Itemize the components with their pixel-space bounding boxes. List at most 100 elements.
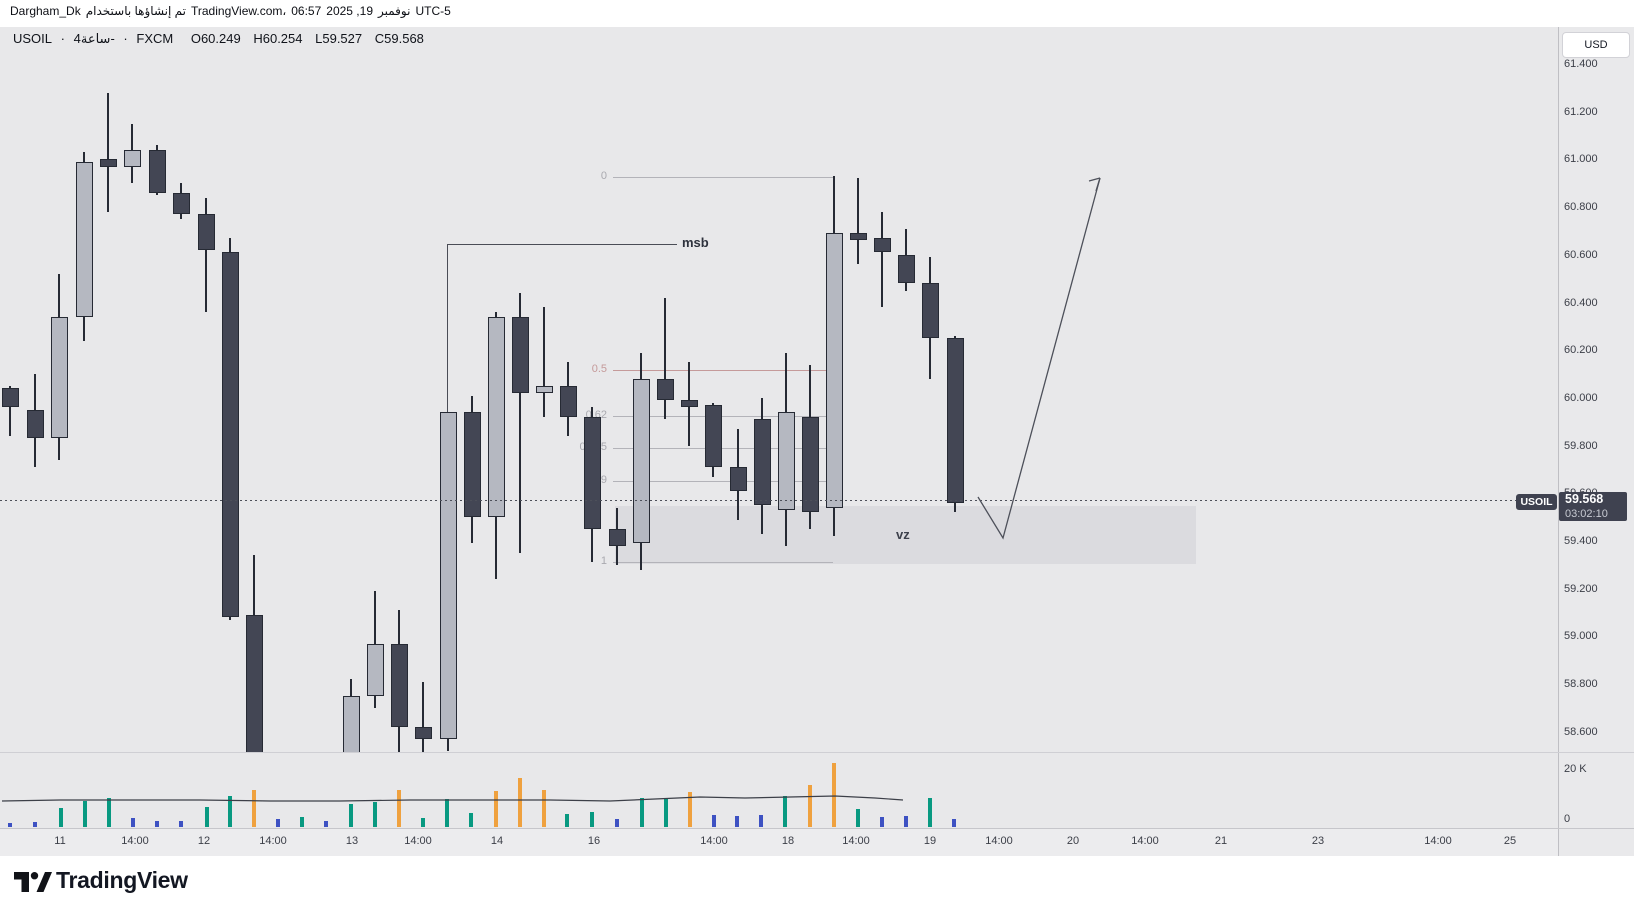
price-axis-label: 59.200 [1564,582,1598,595]
fib-level-label: 1 [600,555,607,567]
fib-level-label: 0.5 [591,363,607,375]
current-price-line [0,500,1558,501]
candle-body [149,149,166,193]
msb-vertical-line[interactable] [447,243,448,413]
time-axis-label: 16 [587,835,601,847]
volume-bar [300,817,304,827]
volume-bar [518,778,522,827]
volume-bar [832,763,836,827]
volume-bar [252,790,256,827]
attribution-timezone: UTC-5 [415,4,451,18]
ohlc-high: H60.254 [253,31,303,46]
time-axis-label: 11 [54,835,66,847]
volume-bar [83,801,87,827]
fib-level-line[interactable] [613,416,833,417]
candle-body [2,388,19,408]
fib-level-line[interactable] [613,370,833,371]
candle-wick [519,292,521,553]
volume-bar [276,819,280,827]
msb-horizontal-line[interactable] [447,243,677,245]
symbol-name: USOIL [13,31,53,46]
candle-body [609,529,626,546]
candle-body [874,238,891,253]
candle-body [343,696,360,753]
volume-bar [664,799,668,827]
price-axis-label: 60.400 [1564,296,1598,309]
fib-level-line[interactable] [613,448,833,449]
interval-label: 4ساعة- [73,31,115,46]
candle-wick [664,297,666,420]
candle-body [27,409,44,439]
time-axis-label: 19 [923,835,937,847]
volume-bar [349,804,353,827]
price-scale[interactable] [1558,27,1634,856]
zone-label: vz [896,527,910,542]
fib-level-line[interactable] [613,177,833,178]
candle-body [222,252,239,618]
volume-bar [542,790,546,827]
time-axis-label: 14:00 [700,835,728,847]
time-axis-label: 14:00 [1131,835,1159,847]
time-axis-label: 21 [1214,835,1228,847]
price-axis-label: 60.800 [1564,201,1598,214]
time-axis-label: 14:00 [259,835,287,847]
candle-body [246,614,263,753]
fib-level-line[interactable] [613,562,833,563]
time-axis-label: 14:00 [842,835,870,847]
candle-body [76,161,93,317]
time-axis-label: 14:00 [121,835,149,847]
price-axis-label: 58.600 [1564,725,1598,738]
candle-body [512,316,529,394]
attribution-text-ar: تم إنشاؤها باستخدام [85,4,186,18]
author-name: Dargham_Dk [10,4,81,18]
price-axis-label: 59.000 [1564,630,1598,643]
price-axis-label: 58.800 [1564,678,1598,691]
msb-label: msb [682,235,709,250]
volume-bar [228,796,232,827]
time-axis-label: 23 [1311,835,1325,847]
volume-bar [8,823,12,827]
time-axis-label: 20 [1066,835,1080,847]
volume-bar [688,792,692,827]
volume-bar [179,821,183,827]
ohlc-close: C59.568 [374,31,424,46]
price-axis-label: 60.200 [1564,344,1598,357]
candle-body [898,254,915,284]
attribution-time: 06:57 [291,4,322,18]
volume-bar [904,816,908,827]
volume-bar [494,791,498,827]
time-scale[interactable] [0,828,1634,856]
candle-body [584,416,601,530]
volume-bar [712,815,716,827]
candle-body [464,412,481,518]
candle-wick [543,307,545,417]
currency-toggle-button[interactable]: USD [1562,32,1630,58]
candle-body [100,159,117,167]
volume-bar [324,821,328,827]
candle-wick [881,211,883,308]
ohlc-low: L59.527 [315,31,363,46]
candle-body [440,412,457,739]
candle-body [657,378,674,401]
volume-bar [735,816,739,827]
volume-bar [565,814,569,827]
current-price-symbol-badge: USOIL [1516,494,1557,510]
volume-bar [783,796,787,827]
fib-level-line[interactable] [613,481,833,482]
candle-wick [422,681,424,753]
volume-bar [107,798,111,827]
pane-separator[interactable] [0,752,1634,753]
time-axis-label: 14:00 [1424,835,1452,847]
candle-wick [857,178,859,265]
candle-body [415,727,432,739]
volume-scale-top-label: 20 K [1564,763,1587,775]
candle-body [922,283,939,339]
volume-bar [952,819,956,827]
volume-bar [421,818,425,827]
candle-body [850,233,867,241]
volume-bar [205,807,209,827]
candle-body [754,419,771,506]
candle-body [681,400,698,408]
